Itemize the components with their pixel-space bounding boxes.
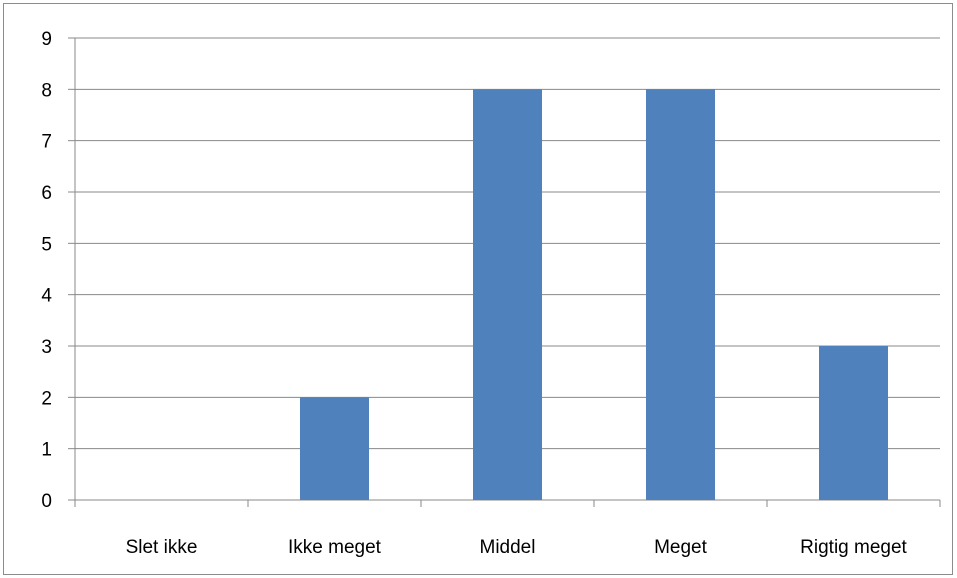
y-tick-label-4: 4 (41, 286, 52, 307)
y-tick-label-5: 5 (41, 234, 52, 255)
bar-rigtig-meget (819, 346, 888, 500)
y-tick-label-9: 9 (41, 29, 52, 50)
y-tick-label-2: 2 (41, 388, 52, 409)
y-tick-label-3: 3 (41, 337, 52, 358)
y-tick-labels: 0 1 2 3 4 5 6 7 8 9 (41, 29, 52, 512)
bar-middel (473, 89, 542, 500)
y-tick-label-7: 7 (41, 132, 52, 153)
x-tick-label-meget: Meget (654, 537, 708, 558)
x-tick-label-middel: Middel (480, 537, 536, 558)
x-tick-label-slet-ikke: Slet ikke (126, 537, 198, 558)
x-tick-labels: Slet ikke Ikke meget Middel Meget Rigtig meg… (126, 537, 908, 558)
x-tick-label-rigtig-meget: Rigtig meget (800, 537, 907, 558)
bar-ikke-meget (300, 397, 369, 500)
bars (300, 89, 888, 500)
x-tick-label-ikke-meget: Ikke meget (288, 537, 382, 558)
y-tick-label-6: 6 (41, 183, 52, 204)
y-tick-label-8: 8 (41, 80, 52, 101)
bar-meget (646, 89, 715, 500)
y-tick-label-0: 0 (41, 491, 52, 512)
y-tick-label-1: 1 (41, 440, 52, 461)
